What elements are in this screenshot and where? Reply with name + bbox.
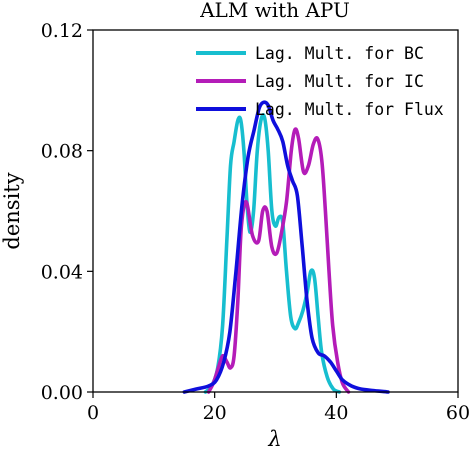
legend: Lag. Mult. for BC Lag. Mult. for IC Lag. M… [196, 44, 444, 119]
legend-label-1: Lag. Mult. for BC [255, 44, 424, 63]
y-tick-label: 0.08 [41, 141, 83, 163]
series-line-3 [182, 100, 390, 394]
x-axis-label: λ [267, 427, 281, 451]
x-tick-label: 0 [87, 402, 99, 424]
y-tick-label: 0.00 [41, 382, 83, 404]
x-tick-label: 60 [446, 402, 470, 424]
x-tick-label: 20 [203, 402, 227, 424]
series-layer [182, 100, 390, 394]
legend-label-3: Lag. Mult. for Flux [255, 100, 444, 119]
y-tick-label: 0.12 [41, 20, 83, 42]
plot-frame [92, 29, 459, 393]
axes-layer: 0 20 40 60 0.00 0.04 0.08 0.12 [41, 20, 470, 424]
legend-label-2: Lag. Mult. for IC [255, 72, 424, 91]
series-line-1 [203, 113, 342, 394]
x-tick-label: 40 [324, 402, 348, 424]
chart-title: ALM with APU [199, 0, 350, 22]
y-axis-label: density [0, 172, 24, 249]
series-line-2 [206, 127, 351, 394]
y-tick-label: 0.04 [41, 261, 83, 283]
